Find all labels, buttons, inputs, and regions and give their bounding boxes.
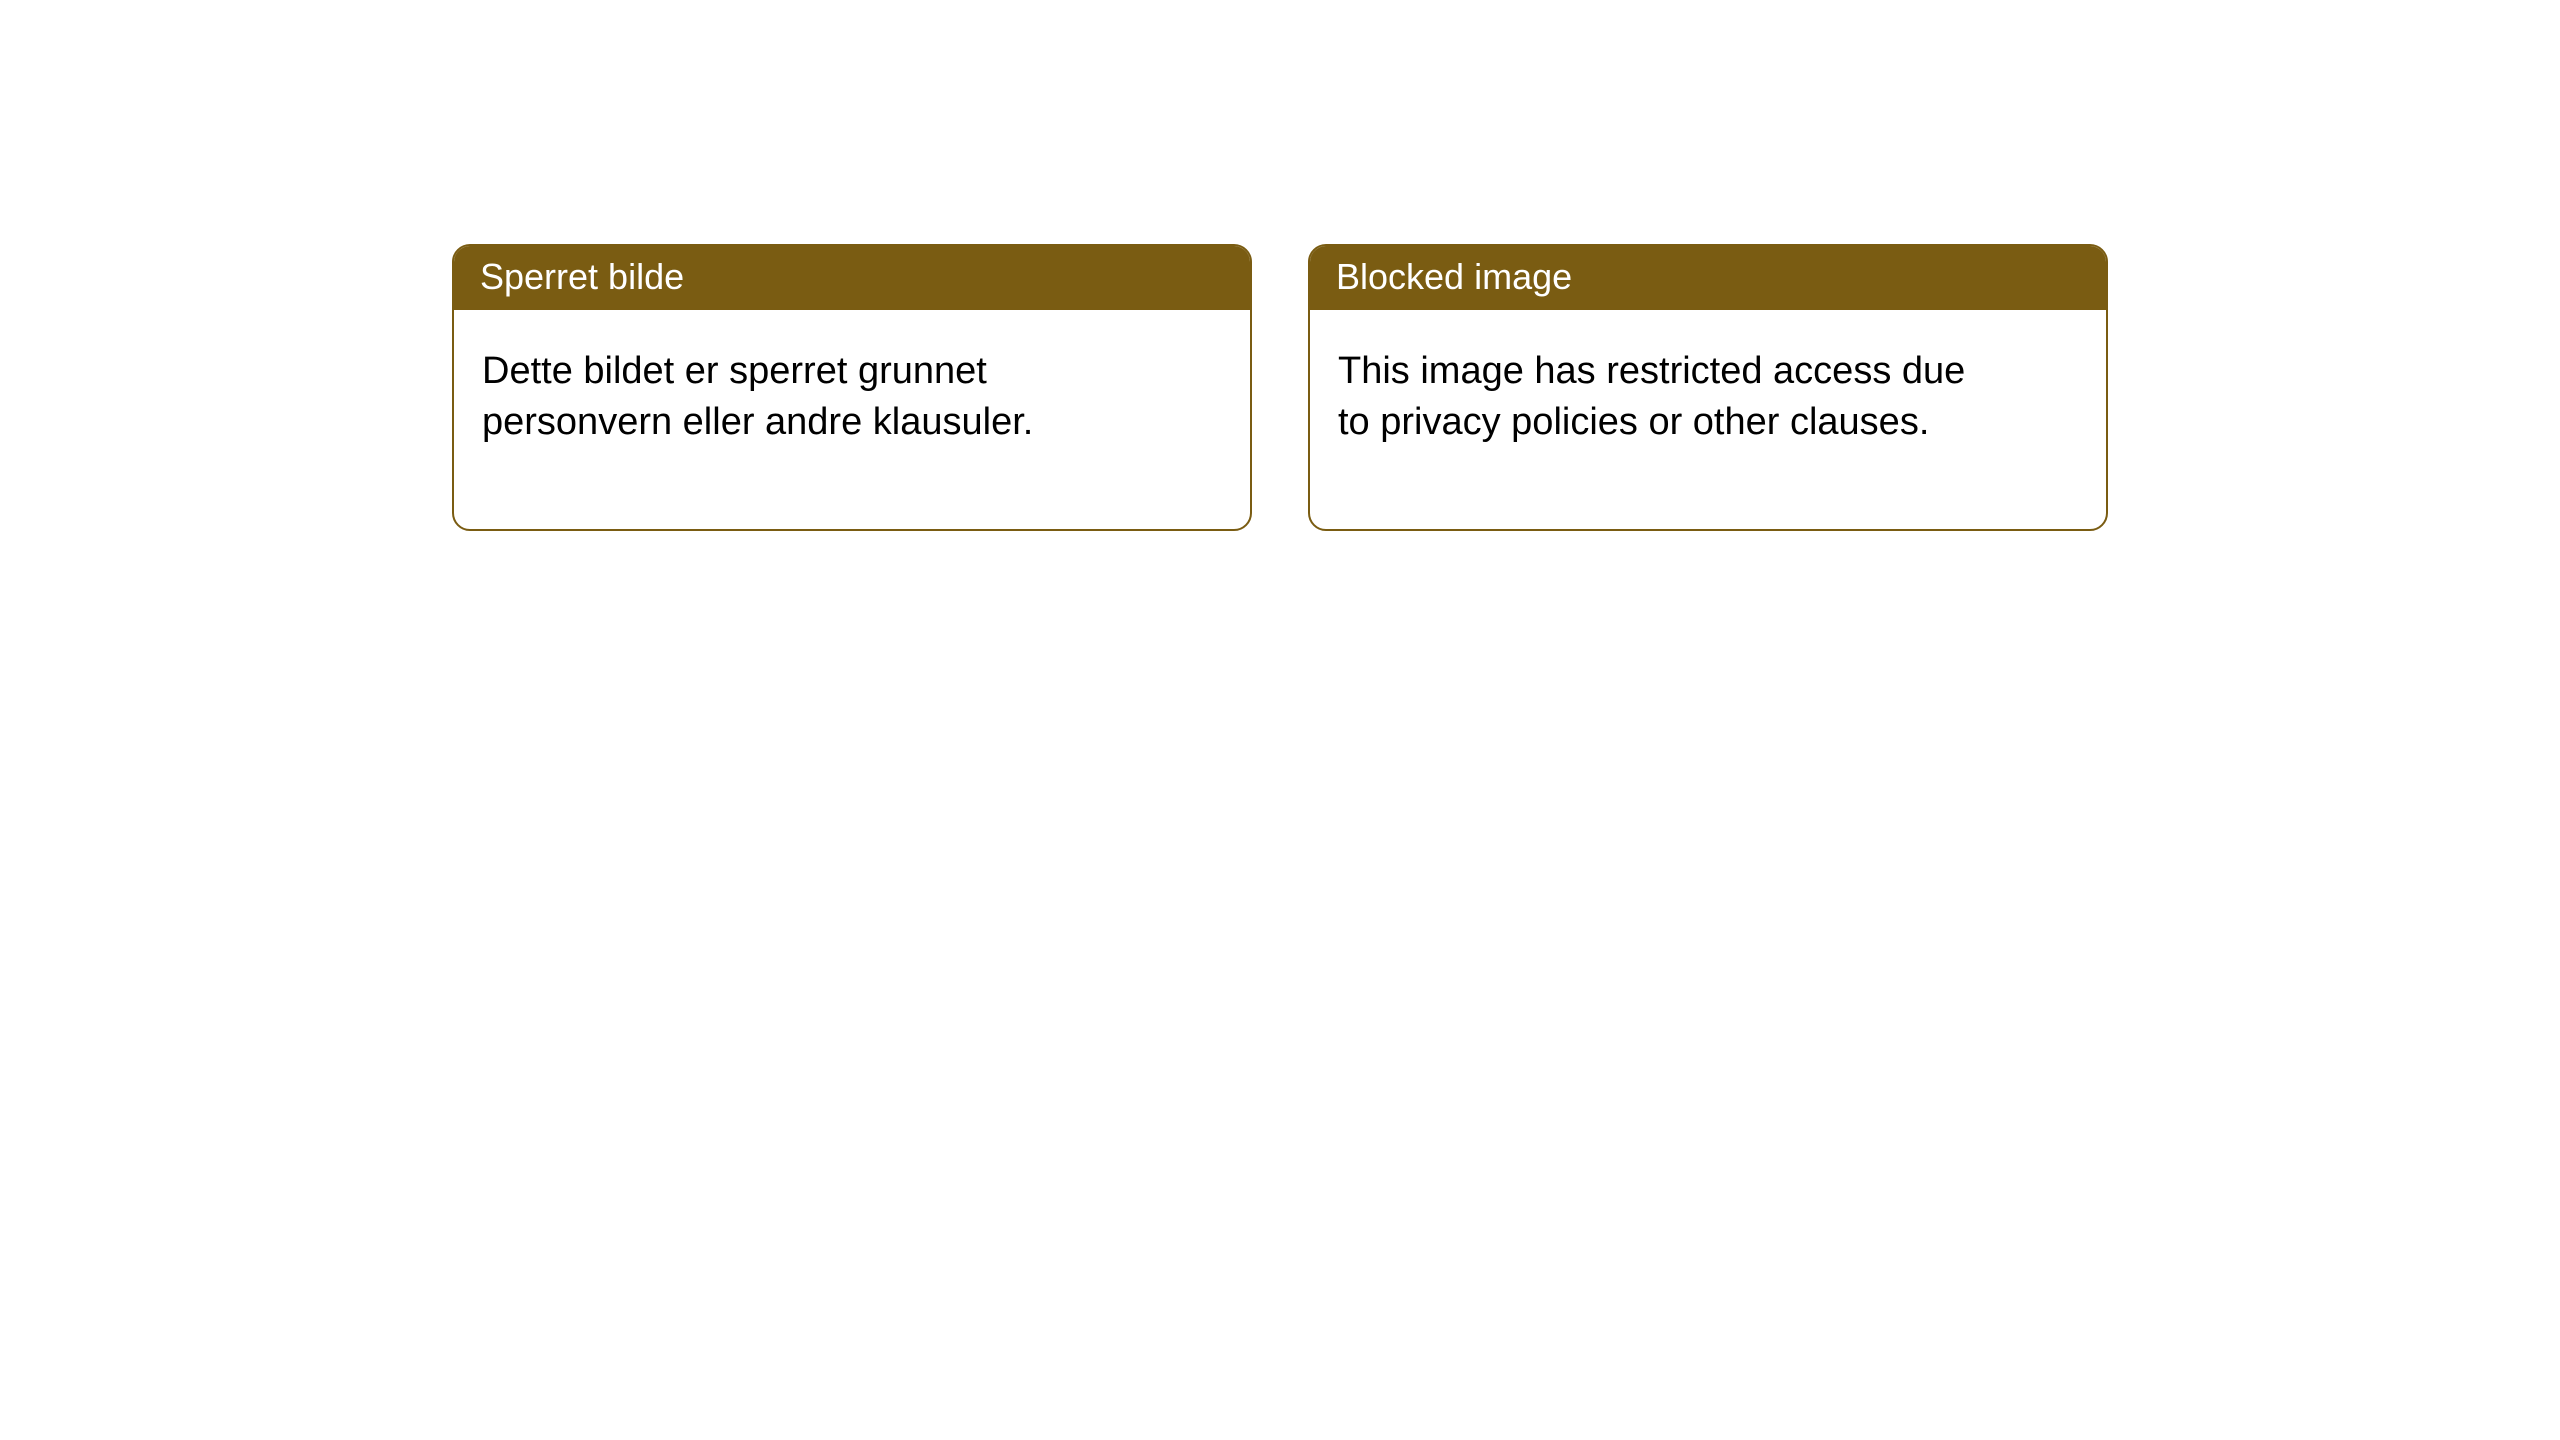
card-title: Sperret bilde	[480, 256, 684, 297]
card-header: Blocked image	[1310, 246, 2106, 310]
card-title: Blocked image	[1336, 256, 1572, 297]
card-text: This image has restricted access due to …	[1338, 346, 1978, 449]
card-header: Sperret bilde	[454, 246, 1250, 310]
card-body: Dette bildet er sperret grunnet personve…	[454, 310, 1250, 529]
notice-card-no: Sperret bilde Dette bildet er sperret gr…	[452, 244, 1252, 531]
notice-card-en: Blocked image This image has restricted …	[1308, 244, 2108, 531]
notice-container: Sperret bilde Dette bildet er sperret gr…	[0, 0, 2560, 531]
card-body: This image has restricted access due to …	[1310, 310, 2106, 529]
card-text: Dette bildet er sperret grunnet personve…	[482, 346, 1122, 449]
